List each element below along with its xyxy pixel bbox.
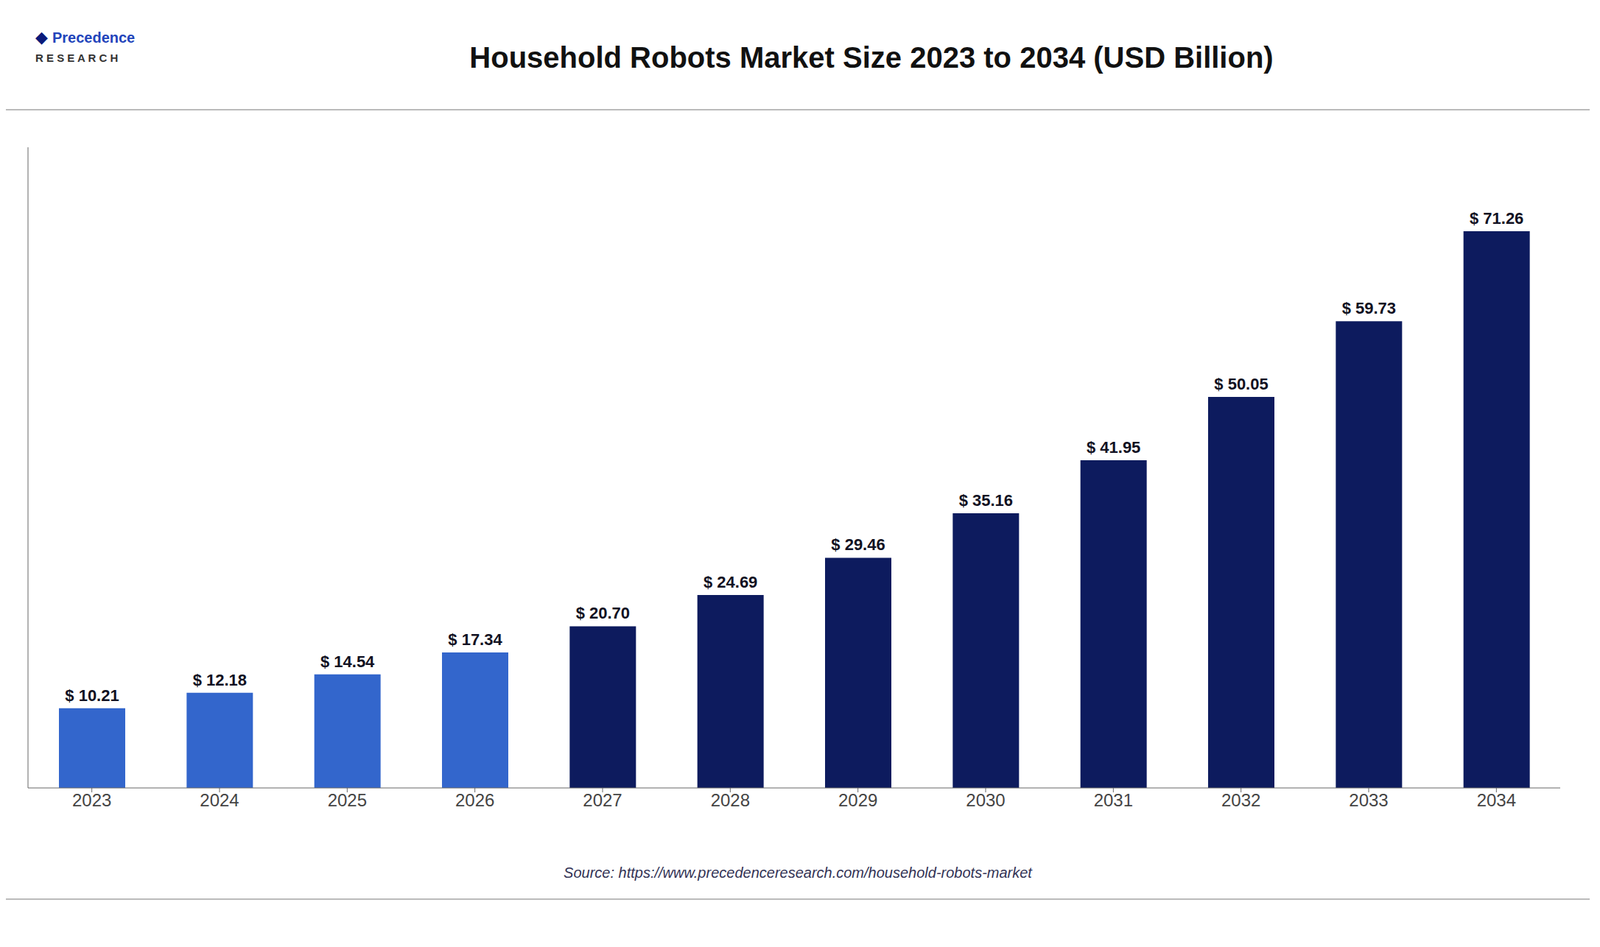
html-text:Household Robots Market Size 2: Household Robots Market Size 2023 to 203…	[469, 40, 1274, 74]
svg-text:$ 71.26: $ 71.26	[1469, 209, 1524, 228]
svg-text:$ 29.46: $ 29.46	[830, 535, 885, 554]
svg-text:$ 17.34: $ 17.34	[447, 630, 503, 649]
svg-text:2029: 2029	[838, 790, 878, 811]
svg-text:2033: 2033	[1348, 790, 1388, 811]
svg-text:2031: 2031	[1093, 790, 1133, 811]
svg-text:$ 20.70: $ 20.70	[576, 604, 630, 623]
svg-text:2034: 2034	[1476, 790, 1517, 811]
svg-text:2032: 2032	[1221, 790, 1261, 811]
html-text:Source: https://www.precedence: Source: https://www.precedenceresearch.c…	[563, 864, 1032, 881]
svg-text:$ 10.21: $ 10.21	[64, 686, 119, 705]
svg-text:2026: 2026	[455, 790, 495, 811]
html-text:◆ Precedence: ◆ Precedence	[35, 27, 135, 47]
svg-text:2028: 2028	[710, 790, 750, 811]
svg-text:$ 59.73: $ 59.73	[1342, 299, 1396, 318]
svg-text:2025: 2025	[327, 790, 367, 811]
svg-text:$ 41.95: $ 41.95	[1086, 438, 1141, 457]
svg-text:$ 14.54: $ 14.54	[320, 652, 375, 672]
svg-text:$ 35.16: $ 35.16	[959, 491, 1013, 510]
svg-text:$ 50.05: $ 50.05	[1213, 374, 1268, 394]
svg-text:2027: 2027	[582, 790, 622, 811]
svg-text:2024: 2024	[199, 790, 239, 811]
svg-text:2030: 2030	[965, 790, 1005, 811]
svg-text:$ 24.69: $ 24.69	[703, 573, 758, 592]
svg-text:2023: 2023	[72, 790, 112, 811]
svg-text:$ 12.18: $ 12.18	[193, 671, 247, 690]
html-text:R E S E A R C H: R E S E A R C H	[35, 51, 119, 65]
